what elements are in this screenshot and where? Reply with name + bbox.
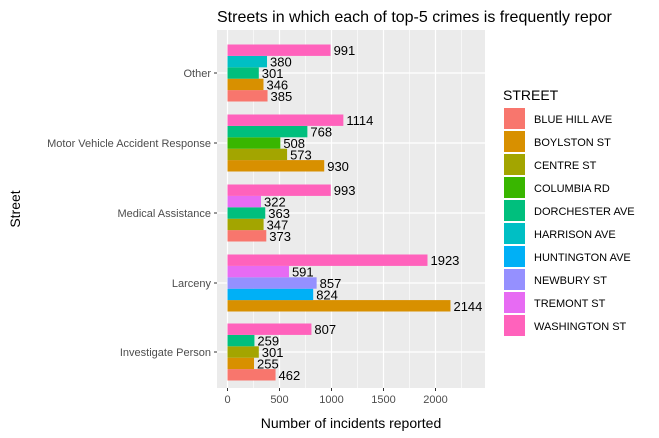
data-label: 824 — [316, 287, 338, 302]
bar — [227, 137, 281, 149]
y-tick-label: Investigate Person — [120, 347, 211, 359]
x-tick-label: 500 — [270, 394, 288, 406]
data-label: 347 — [267, 217, 289, 232]
legend-label: HARRISON AVE — [534, 229, 616, 241]
legend-label: WASHINGTON ST — [534, 321, 627, 333]
bar — [227, 160, 325, 172]
legend: STREET BLUE HILL AVE BOYLSTON ST CENTRE ST… — [503, 87, 635, 336]
legend-key — [504, 200, 525, 221]
data-label: 380 — [270, 55, 292, 70]
data-label: 462 — [279, 368, 301, 383]
data-label: 993 — [334, 183, 356, 198]
bar — [227, 90, 268, 102]
data-label: 573 — [290, 147, 312, 162]
bar — [227, 254, 428, 266]
bar — [227, 114, 344, 126]
legend-label: DORCHESTER AVE — [534, 206, 635, 218]
x-tick-label: 2000 — [423, 394, 447, 406]
legend-key — [504, 223, 525, 244]
x-tick-label: 1500 — [371, 394, 395, 406]
bars — [227, 44, 451, 381]
bar — [227, 346, 259, 358]
legend-label: COLUMBIA RD — [534, 183, 610, 195]
legend-key — [504, 269, 525, 290]
bar — [227, 125, 308, 138]
legend-label: BLUE HILL AVE — [534, 114, 612, 126]
y-tick-label: Larceny — [172, 278, 212, 290]
data-label: 346 — [266, 77, 288, 92]
data-label: 508 — [283, 136, 305, 151]
legend-key — [504, 131, 525, 152]
legend-label: HUNTINGTON AVE — [534, 252, 631, 264]
x-tick-label: 0 — [224, 394, 230, 406]
data-label: 373 — [269, 229, 291, 244]
legend-key — [504, 154, 525, 175]
data-label: 591 — [292, 265, 314, 280]
bar — [227, 288, 314, 301]
data-label: 259 — [257, 334, 279, 349]
bar — [227, 300, 451, 312]
data-label: 301 — [262, 345, 284, 360]
legend-key — [504, 246, 525, 267]
data-label: 807 — [314, 322, 336, 337]
data-label: 991 — [334, 43, 356, 58]
bar — [227, 195, 261, 208]
data-labels: 3853463013809919305735087681114373347363… — [257, 43, 482, 383]
gridlines — [217, 30, 485, 388]
data-label: 363 — [268, 206, 290, 221]
bar — [227, 78, 264, 91]
data-label: 1114 — [346, 113, 373, 128]
legend-label: CENTRE ST — [534, 160, 597, 172]
data-label: 322 — [264, 195, 286, 210]
y-tick-label: Motor Vehicle Accident Response — [47, 138, 211, 150]
data-label: 301 — [262, 66, 284, 81]
x-axis-title: Number of incidents reported — [261, 415, 442, 431]
data-label: 385 — [271, 89, 293, 104]
legend-key — [504, 315, 525, 336]
legend-key — [504, 292, 525, 313]
legend-label: BOYLSTON ST — [534, 137, 611, 149]
y-tick-label: Other — [183, 68, 211, 80]
bar — [227, 334, 255, 347]
legend-key — [504, 177, 525, 198]
legend-title: STREET — [503, 87, 559, 103]
y-axis-title: Street — [7, 190, 23, 227]
x-axis: 0 500 1000 1500 2000 — [224, 388, 448, 406]
bar — [227, 218, 264, 231]
data-label: 857 — [320, 276, 342, 291]
bar — [227, 230, 267, 242]
bar — [227, 184, 331, 196]
data-label: 1923 — [430, 253, 459, 268]
legend-label: TREMONT ST — [534, 298, 606, 310]
legend-key — [504, 108, 525, 129]
bar — [227, 265, 289, 278]
data-label: 2144 — [453, 299, 482, 314]
legend-label: NEWBURY ST — [534, 275, 607, 287]
bar — [227, 207, 266, 219]
y-tick-label: Medical Assistance — [117, 208, 211, 220]
bar — [227, 44, 331, 56]
bar — [227, 67, 259, 79]
y-axis: Other Motor Vehicle Accident Response Medi… — [47, 68, 217, 359]
data-label: 255 — [257, 356, 279, 371]
bar — [227, 148, 288, 161]
x-tick-label: 1000 — [319, 394, 343, 406]
bar — [227, 323, 312, 335]
chart-title: Streets in which each of top-5 crimes is… — [217, 9, 613, 26]
data-label: 768 — [310, 125, 332, 140]
bar — [227, 277, 317, 289]
data-label: 930 — [327, 159, 349, 174]
bar — [227, 369, 276, 381]
bar — [227, 55, 268, 68]
bar — [227, 357, 255, 370]
